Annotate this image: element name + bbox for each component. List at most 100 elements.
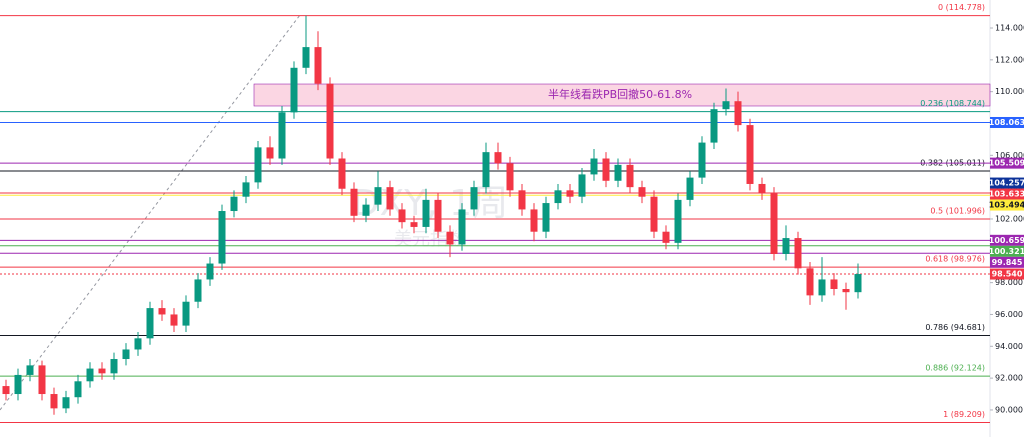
candle-body	[470, 187, 478, 210]
candle-body	[698, 142, 706, 178]
price-badge-label: 105.509	[989, 159, 1024, 168]
y-tick-label: 114.000	[995, 24, 1024, 33]
price-badge-label: 108.063	[989, 118, 1024, 127]
candle-body	[806, 268, 814, 296]
candle-body	[218, 211, 226, 264]
candle-body	[518, 190, 526, 210]
candle-body	[686, 177, 694, 200]
y-tick-label: 110.000	[995, 87, 1024, 96]
price-badge	[990, 188, 1024, 200]
candle-body	[230, 196, 238, 212]
price-badge	[990, 157, 1024, 169]
candle-body	[458, 209, 466, 245]
price-badge-label: 104.257	[989, 179, 1024, 188]
candle-body	[614, 164, 622, 181]
candle-body	[422, 199, 430, 227]
candle-body	[494, 152, 502, 164]
candle-body	[110, 359, 118, 374]
candle-body	[554, 190, 562, 204]
fib-label: 0 (114.778)	[938, 3, 985, 12]
price-badge	[990, 199, 1024, 211]
candle-body	[530, 209, 538, 232]
y-tick-label: 106.000	[995, 151, 1024, 160]
candle-body	[374, 187, 382, 205]
candle-body	[278, 112, 286, 159]
candle-body	[338, 158, 346, 189]
annotation-box	[253, 83, 991, 107]
candle-body	[410, 222, 418, 227]
y-tick-label: 98.000	[995, 278, 1023, 287]
candle-body	[818, 279, 826, 296]
candle-body	[26, 365, 34, 375]
candle-body	[98, 368, 106, 374]
candle-body	[842, 288, 850, 293]
candle-body	[674, 199, 682, 243]
candle-body	[398, 209, 406, 223]
candle-body	[446, 231, 454, 245]
price-badge	[990, 234, 1024, 246]
candle-body	[314, 47, 322, 84]
fib-label: 0.236 (108.744)	[920, 99, 985, 108]
candle-body	[734, 101, 742, 126]
candle-body	[350, 188, 358, 216]
candle-body	[206, 263, 214, 280]
candle-body	[542, 203, 550, 232]
candle-body	[134, 338, 142, 350]
price-badge	[990, 116, 1024, 128]
candle-body	[302, 47, 310, 68]
price-badge-label: 98.540	[992, 270, 1023, 279]
candle-body	[242, 182, 250, 197]
y-tick-label: 112.000	[995, 55, 1024, 64]
price-badge	[990, 268, 1024, 280]
candle-body	[758, 183, 766, 194]
y-tick-label: 96.000	[995, 310, 1023, 319]
candle-body	[14, 374, 22, 395]
candle-body	[326, 83, 334, 159]
candle-body	[710, 109, 718, 143]
candle-body	[290, 67, 298, 113]
y-tick-label: 92.000	[995, 374, 1023, 383]
price-badge-label: 100.659	[989, 236, 1024, 245]
price-badge-label: 103.494	[989, 201, 1024, 210]
candle-body	[50, 394, 58, 409]
candle-body	[650, 196, 658, 232]
candle-body	[602, 158, 610, 181]
candle-body	[830, 279, 838, 289]
price-badge	[990, 245, 1024, 257]
price-badge-label: 100.321	[989, 247, 1024, 256]
candle-body	[2, 386, 10, 395]
candle-body	[662, 231, 670, 243]
price-badge-label: 99.845	[992, 258, 1023, 267]
candle-body	[746, 125, 754, 184]
annotation-text: 半年线看跌PB回撤50-61.8%	[548, 87, 692, 101]
candle-body	[638, 187, 646, 197]
candle-body	[86, 368, 94, 382]
candle-body	[74, 381, 82, 398]
candle-body	[782, 238, 790, 254]
candle-body	[482, 152, 490, 188]
price-badge-label: 103.633	[989, 190, 1024, 199]
candle-body	[158, 308, 166, 315]
candle-body	[38, 365, 46, 395]
y-tick-label: 102.000	[995, 214, 1024, 223]
fib-label: 0.786 (94.681)	[925, 323, 985, 332]
candle-body	[182, 301, 190, 326]
watermark: 美元指数	[394, 229, 466, 250]
candle-body	[434, 199, 442, 232]
candle-body	[626, 164, 634, 188]
candle-body	[590, 158, 598, 175]
candle-body	[386, 187, 394, 210]
y-tick-label: 90.000	[995, 405, 1023, 414]
candle-body	[722, 101, 730, 110]
fib-label: 0.886 (92.124)	[925, 364, 985, 373]
candle-body	[266, 147, 274, 159]
candle-body	[146, 308, 154, 339]
price-badge	[990, 256, 1024, 268]
fib-label: 0.5 (101.996)	[930, 207, 985, 216]
trend-line	[0, 14, 301, 411]
candle-body	[770, 193, 778, 254]
candle-body	[170, 314, 178, 326]
candle-body	[854, 274, 862, 293]
fib-label: 1 (89.209)	[943, 410, 985, 419]
